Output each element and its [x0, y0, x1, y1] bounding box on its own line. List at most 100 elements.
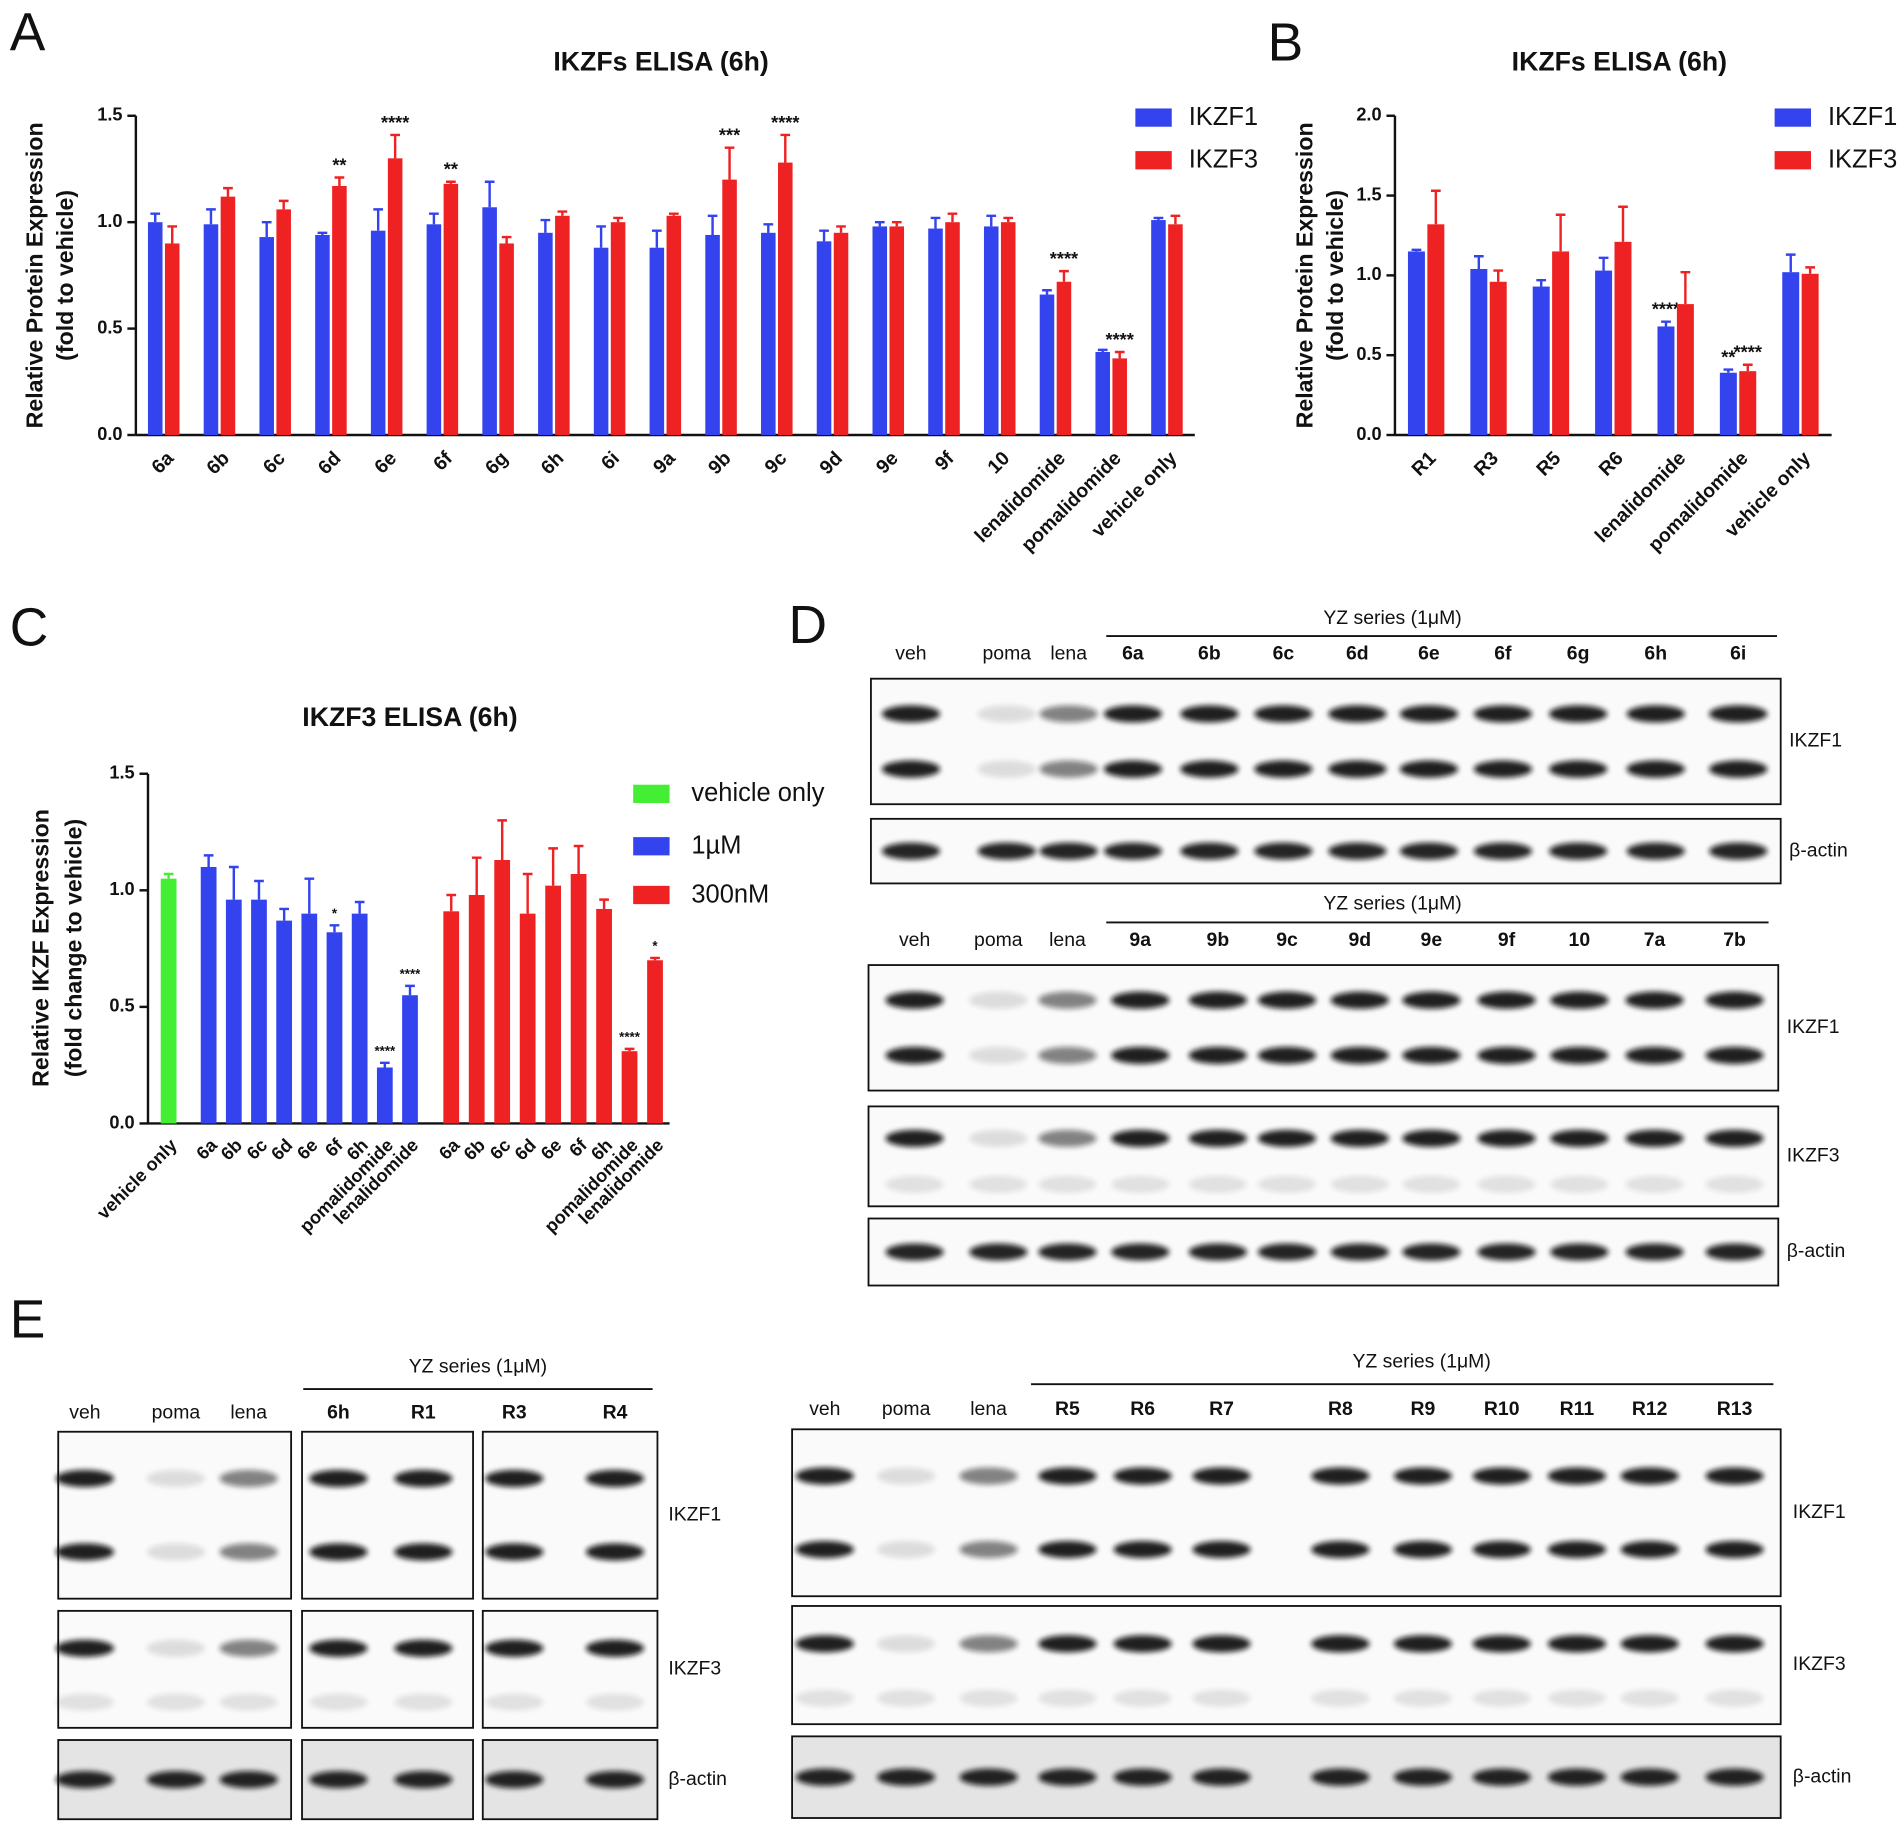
error-bar [279, 907, 289, 921]
lane-label: lena [970, 1398, 1007, 1420]
lane-label: 9f [1498, 929, 1516, 951]
bar [200, 867, 217, 1124]
bar [203, 224, 219, 436]
lane-label: 6i [1730, 642, 1746, 664]
x-tick-label: 9c [760, 447, 791, 478]
blot-band [1257, 1243, 1317, 1261]
lane-label: R1 [411, 1402, 436, 1424]
blot-band [1192, 1768, 1251, 1786]
blot-band [309, 1693, 368, 1711]
lane-label: poma [974, 929, 1023, 951]
error-bar [379, 1061, 390, 1068]
y-tick-label: 2.0 [1356, 104, 1381, 125]
error-bar [329, 924, 340, 933]
error-bar [1618, 205, 1628, 242]
error-bar [668, 212, 679, 216]
bar [1739, 371, 1757, 436]
error-bar [497, 819, 508, 861]
blot-band [1705, 1046, 1764, 1064]
error-bar [1097, 348, 1108, 353]
bar [494, 860, 511, 1124]
bar [945, 222, 960, 436]
x-tick-label: R1 [1408, 447, 1441, 480]
blot-band [1626, 705, 1685, 723]
blot-band [881, 760, 941, 778]
row-label: IKZF1 [1787, 1016, 1840, 1038]
blot-band [1113, 1689, 1172, 1707]
error-bar [540, 218, 551, 233]
error-bar [780, 133, 791, 163]
blot-band [394, 1543, 453, 1561]
blot-band [1402, 1175, 1461, 1193]
lane-label: R13 [1717, 1398, 1753, 1420]
lane-label: 6g [1567, 642, 1590, 664]
lane-label: 10 [1569, 929, 1591, 951]
blot-band [1620, 1635, 1679, 1653]
x-tick-label: 6g [481, 447, 513, 479]
blot-band [1705, 1467, 1764, 1485]
lane-label: veh [895, 642, 926, 664]
error-bar [203, 854, 214, 868]
blot-band [1113, 1635, 1172, 1653]
blot-band [1188, 1243, 1247, 1261]
blot-band [1180, 842, 1239, 860]
x-tick-label: 9f [931, 447, 959, 475]
y-tick-label: 1.0 [109, 878, 134, 899]
legend-swatch [1774, 108, 1812, 127]
bar [1719, 372, 1737, 436]
blot-band [1038, 1689, 1097, 1707]
x-tick-label: 9b [704, 447, 736, 479]
x-tick-label: 6f [429, 447, 457, 475]
blot-band [55, 1639, 115, 1657]
bar [468, 894, 485, 1124]
blot-frame [791, 1605, 1782, 1726]
chart-title: IKZF3 ELISA (6h) [302, 702, 517, 732]
bar [1782, 272, 1800, 436]
bar [1056, 281, 1072, 436]
bar [1532, 286, 1550, 436]
bar [499, 243, 514, 436]
significance-label: **** [1106, 329, 1135, 350]
chart-title: IKZFs ELISA (6h) [553, 46, 768, 76]
blot-band [1311, 1467, 1370, 1485]
lane-label: veh [69, 1402, 100, 1424]
row-label: β-actin [668, 1768, 727, 1790]
bar [1676, 304, 1694, 436]
blot-band [1393, 1467, 1452, 1485]
error-bar [1042, 289, 1052, 295]
blot-frame [301, 1609, 474, 1729]
bar [315, 234, 330, 436]
lane-label: R11 [1560, 1398, 1595, 1420]
blot-band [1550, 1046, 1609, 1064]
blot-header: YZ series (1μM) [1323, 607, 1461, 629]
error-bar [405, 984, 415, 996]
significance-label: ** [332, 154, 347, 175]
blot-band [1038, 1129, 1097, 1147]
x-tick-label: 6a [147, 447, 178, 478]
error-bar [557, 210, 568, 216]
lane-label: 6h [1644, 642, 1667, 664]
row-label: IKZF1 [1789, 730, 1842, 752]
blot-band [1625, 1046, 1684, 1064]
lane-label: 6e [1418, 642, 1440, 664]
bar [147, 222, 163, 436]
blot-band [394, 1693, 453, 1711]
lane-label: 9a [1129, 929, 1151, 951]
blot-band [1328, 705, 1387, 723]
blot-band [1188, 1129, 1247, 1147]
error-bar [613, 216, 623, 223]
blot-band [55, 1469, 115, 1488]
legend-label: 1µM [691, 832, 741, 860]
figure-body: A B C D E IKZFs ELISA (6h) Relative Prote… [10, 4, 1897, 1821]
error-bar [1411, 248, 1422, 252]
significance-label: **** [1652, 298, 1681, 319]
blot-band [146, 1543, 205, 1561]
error-bar [167, 225, 178, 244]
row-label: β-actin [1789, 839, 1848, 861]
blot-band [1473, 760, 1533, 778]
x-tick-label: 6c [259, 447, 290, 478]
error-bar [1170, 214, 1181, 225]
blot-band [959, 1635, 1018, 1653]
error-bar [891, 220, 902, 227]
blot-band [1330, 1243, 1389, 1261]
